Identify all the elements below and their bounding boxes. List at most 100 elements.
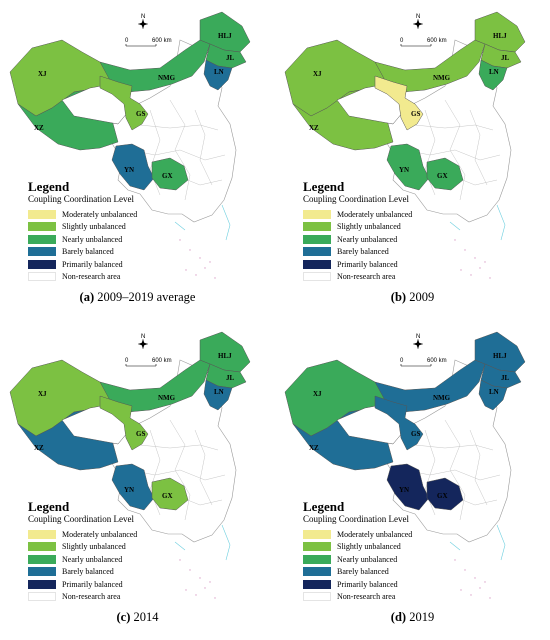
legend-swatch (28, 542, 56, 552)
north-label: N (141, 14, 145, 20)
region-label-yn: YN (399, 486, 409, 494)
legend-subtitle: Coupling Coordination Level (303, 194, 409, 204)
legend-label: Moderately unbalanced (62, 529, 138, 539)
legend-swatch (303, 234, 331, 244)
legend-label: Primarily balanced (337, 259, 398, 269)
south-sea-islands (454, 559, 491, 599)
legend-rows: Moderately unbalanced Slightly unbalanced… (28, 208, 228, 283)
region-label-nmg: NMG (158, 74, 176, 82)
coastline-east (221, 204, 231, 241)
south-sea-islands (454, 239, 491, 279)
north-label: N (416, 14, 420, 20)
region-label-nmg: NMG (433, 74, 451, 82)
legend-swatch (303, 247, 331, 257)
legend-swatch (28, 209, 56, 219)
legend-swatch (28, 259, 56, 269)
region-gs (99, 395, 149, 451)
legend-item-nearly-unbalanced: Nearly unbalanced (28, 233, 228, 246)
region-gx (426, 477, 464, 511)
china-map: XJ XZ NMG HLJ JL LN GS YN GX N 0 600 k (284, 11, 526, 279)
caption-text: 2014 (130, 610, 159, 624)
region-yn (386, 143, 430, 191)
legend-label: Non-research area (62, 272, 121, 282)
legend-label: Nearly unbalanced (62, 234, 123, 244)
legend-label: Slightly unbalanced (337, 222, 401, 232)
legend-label: Nearly unbalanced (62, 554, 123, 564)
region-label-xj: XJ (38, 70, 47, 78)
legend-subtitle: Coupling Coordination Level (303, 514, 409, 524)
region-yn (111, 143, 155, 191)
coastline-south (174, 221, 186, 231)
legend-item-slightly-unbalanced: Slightly unbalanced (303, 541, 503, 554)
legend-item-barely-balanced: Barely balanced (28, 566, 228, 579)
scale-bar: 0 600 km (400, 358, 447, 367)
region-label-hlj: HLJ (218, 32, 232, 40)
region-label-jl: JL (226, 54, 235, 62)
legend-swatch (28, 567, 56, 577)
south-sea-islands (179, 559, 216, 599)
legend-item-primarily-balanced: Primarily balanced (28, 258, 228, 271)
region-yn (386, 463, 430, 511)
region-label-xz: XZ (309, 444, 319, 452)
legend-label: Primarily balanced (62, 259, 123, 269)
legend-item-moderately-unbalanced: Moderately unbalanced (303, 208, 503, 221)
region-label-gx: GX (162, 492, 173, 500)
region-ln (478, 59, 508, 91)
legend-swatch (303, 222, 331, 232)
region-label-nmg: NMG (158, 394, 176, 402)
legend-item-slightly-unbalanced: Slightly unbalanced (28, 221, 228, 234)
legend: Legend Coupling Coordination Level Moder… (28, 180, 228, 283)
region-label-xj: XJ (313, 70, 322, 78)
legend-title: Legend (28, 499, 70, 514)
legend-item-primarily-balanced: Primarily balanced (303, 258, 503, 271)
legend-swatch (28, 579, 56, 589)
legend-subtitle: Coupling Coordination Level (28, 194, 134, 204)
legend-label: Non-research area (337, 272, 396, 282)
region-ln (203, 59, 233, 91)
caption-text: 2009 (406, 290, 435, 304)
region-label-yn: YN (124, 166, 134, 174)
scale-zero: 0 (400, 38, 404, 44)
legend-swatch (303, 272, 331, 282)
province-borders (399, 419, 501, 521)
legend-rows: Moderately unbalanced Slightly unbalanced… (303, 208, 503, 283)
region-label-gx: GX (162, 172, 173, 180)
region-label-hlj: HLJ (218, 352, 232, 360)
region-label-gs: GS (136, 110, 145, 118)
scale-distance: 600 km (427, 38, 447, 44)
legend-label: Non-research area (62, 592, 121, 602)
panel-caption: (d) 2019 (275, 610, 550, 625)
legend-label: Barely balanced (337, 247, 389, 257)
region-gx (151, 157, 189, 191)
legend-item-moderately-unbalanced: Moderately unbalanced (28, 208, 228, 221)
map-panel-c: XJ XZ NMG HLJ JL LN GS YN GX N 0 600 k (0, 320, 275, 640)
legend-subtitle: Coupling Coordination Level (28, 514, 134, 524)
china-map: XJ XZ NMG HLJ JL LN GS YN GX N 0 600 k (9, 11, 251, 279)
legend-label: Moderately unbalanced (62, 209, 138, 219)
legend-swatch (303, 542, 331, 552)
legend-label: Nearly unbalanced (337, 554, 398, 564)
legend-title: Legend (303, 499, 345, 514)
region-label-gs: GS (411, 430, 420, 438)
north-label: N (141, 334, 145, 340)
legend-swatch (303, 529, 331, 539)
region-label-yn: YN (399, 166, 409, 174)
legend-rows: Moderately unbalanced Slightly unbalanced… (28, 528, 228, 603)
scale-bar: 0 600 km (400, 38, 447, 47)
legend-item-nearly-unbalanced: Nearly unbalanced (303, 553, 503, 566)
coastline-south (449, 541, 461, 551)
legend-label: Primarily balanced (337, 579, 398, 589)
legend-label: Nearly unbalanced (337, 234, 398, 244)
legend-label: Slightly unbalanced (62, 222, 126, 232)
caption-letter: (d) (390, 610, 407, 624)
scale-distance: 600 km (427, 358, 447, 364)
caption-letter: (c) (116, 610, 131, 624)
legend: Legend Coupling Coordination Level Moder… (303, 500, 503, 603)
caption-letter: (a) (79, 290, 95, 304)
region-ln (478, 379, 508, 411)
legend-swatch (303, 259, 331, 269)
coastline-east (221, 524, 231, 561)
panel-caption: (a) 2009–2019 average (0, 290, 275, 305)
legend-item-slightly-unbalanced: Slightly unbalanced (28, 541, 228, 554)
caption-letter: (b) (390, 290, 407, 304)
